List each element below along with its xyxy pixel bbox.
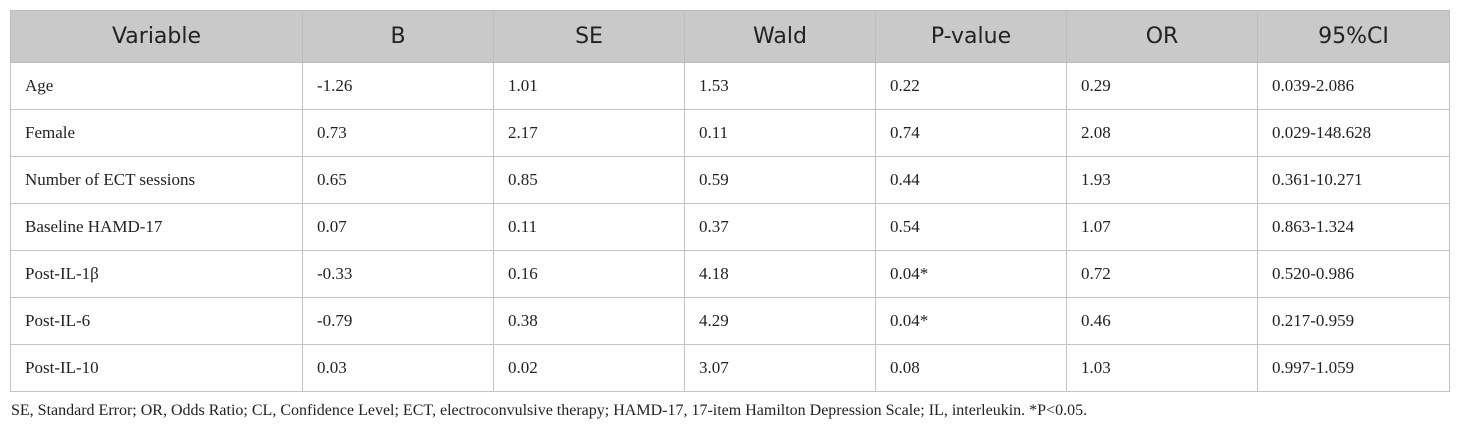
cell-p-value: 0.04* <box>875 297 1067 345</box>
cell-wald: 3.07 <box>684 344 876 392</box>
cell-b: 0.65 <box>302 156 494 204</box>
cell-p-value: 0.44 <box>875 156 1067 204</box>
cell-b: 0.73 <box>302 109 494 157</box>
table-row: Number of ECT sessions 0.65 0.85 0.59 0.… <box>10 156 1450 204</box>
cell-variable: Post-IL-10 <box>10 344 303 392</box>
cell-p-value: 0.74 <box>875 109 1067 157</box>
cell-wald: 0.11 <box>684 109 876 157</box>
cell-wald: 0.59 <box>684 156 876 204</box>
table-row: Post-IL-1β -0.33 0.16 4.18 0.04* 0.72 0.… <box>10 250 1450 298</box>
cell-ci: 0.039-2.086 <box>1257 62 1450 110</box>
table-footnote: SE, Standard Error; OR, Odds Ratio; CL, … <box>11 402 1088 419</box>
regression-table-container: Variable B SE Wald P-value OR 95%CI Age … <box>10 10 1450 392</box>
table-body: Age -1.26 1.01 1.53 0.22 0.29 0.039-2.08… <box>10 62 1450 392</box>
table-row: Female 0.73 2.17 0.11 0.74 2.08 0.029-14… <box>10 109 1450 157</box>
cell-p-value: 0.22 <box>875 62 1067 110</box>
table-row: Post-IL-6 -0.79 0.38 4.29 0.04* 0.46 0.2… <box>10 297 1450 345</box>
header-se: SE <box>493 10 685 63</box>
cell-wald: 4.29 <box>684 297 876 345</box>
header-p-value: P-value <box>875 10 1067 63</box>
cell-ci: 0.361-10.271 <box>1257 156 1450 204</box>
cell-se: 2.17 <box>493 109 685 157</box>
cell-se: 0.38 <box>493 297 685 345</box>
header-ci: 95%CI <box>1257 10 1450 63</box>
header-b: B <box>302 10 494 63</box>
cell-p-value: 0.08 <box>875 344 1067 392</box>
cell-variable: Number of ECT sessions <box>10 156 303 204</box>
cell-variable: Baseline HAMD-17 <box>10 203 303 251</box>
table-row: Post-IL-10 0.03 0.02 3.07 0.08 1.03 0.99… <box>10 344 1450 392</box>
cell-p-value: 0.04* <box>875 250 1067 298</box>
cell-or: 1.93 <box>1066 156 1258 204</box>
cell-or: 1.07 <box>1066 203 1258 251</box>
cell-se: 1.01 <box>493 62 685 110</box>
cell-ci: 0.997-1.059 <box>1257 344 1450 392</box>
cell-variable: Post-IL-1β <box>10 250 303 298</box>
cell-or: 0.29 <box>1066 62 1258 110</box>
cell-b: 0.07 <box>302 203 494 251</box>
cell-or: 1.03 <box>1066 344 1258 392</box>
cell-or: 0.46 <box>1066 297 1258 345</box>
cell-ci: 0.029-148.628 <box>1257 109 1450 157</box>
cell-b: -1.26 <box>302 62 494 110</box>
cell-ci: 0.520-0.986 <box>1257 250 1450 298</box>
cell-or: 0.72 <box>1066 250 1258 298</box>
cell-variable: Female <box>10 109 303 157</box>
header-variable: Variable <box>10 10 303 63</box>
table-row: Age -1.26 1.01 1.53 0.22 0.29 0.039-2.08… <box>10 62 1450 110</box>
cell-se: 0.16 <box>493 250 685 298</box>
cell-se: 0.02 <box>493 344 685 392</box>
header-row: Variable B SE Wald P-value OR 95%CI <box>10 10 1450 63</box>
cell-or: 2.08 <box>1066 109 1258 157</box>
cell-se: 0.11 <box>493 203 685 251</box>
cell-wald: 4.18 <box>684 250 876 298</box>
cell-variable: Post-IL-6 <box>10 297 303 345</box>
cell-wald: 1.53 <box>684 62 876 110</box>
cell-b: -0.33 <box>302 250 494 298</box>
cell-p-value: 0.54 <box>875 203 1067 251</box>
cell-ci: 0.863-1.324 <box>1257 203 1450 251</box>
header-wald: Wald <box>684 10 876 63</box>
cell-b: -0.79 <box>302 297 494 345</box>
cell-wald: 0.37 <box>684 203 876 251</box>
cell-ci: 0.217-0.959 <box>1257 297 1450 345</box>
cell-variable: Age <box>10 62 303 110</box>
cell-se: 0.85 <box>493 156 685 204</box>
header-or: OR <box>1066 10 1258 63</box>
cell-b: 0.03 <box>302 344 494 392</box>
regression-table: Variable B SE Wald P-value OR 95%CI Age … <box>10 10 1450 392</box>
table-row: Baseline HAMD-17 0.07 0.11 0.37 0.54 1.0… <box>10 203 1450 251</box>
table-header: Variable B SE Wald P-value OR 95%CI <box>10 10 1450 63</box>
